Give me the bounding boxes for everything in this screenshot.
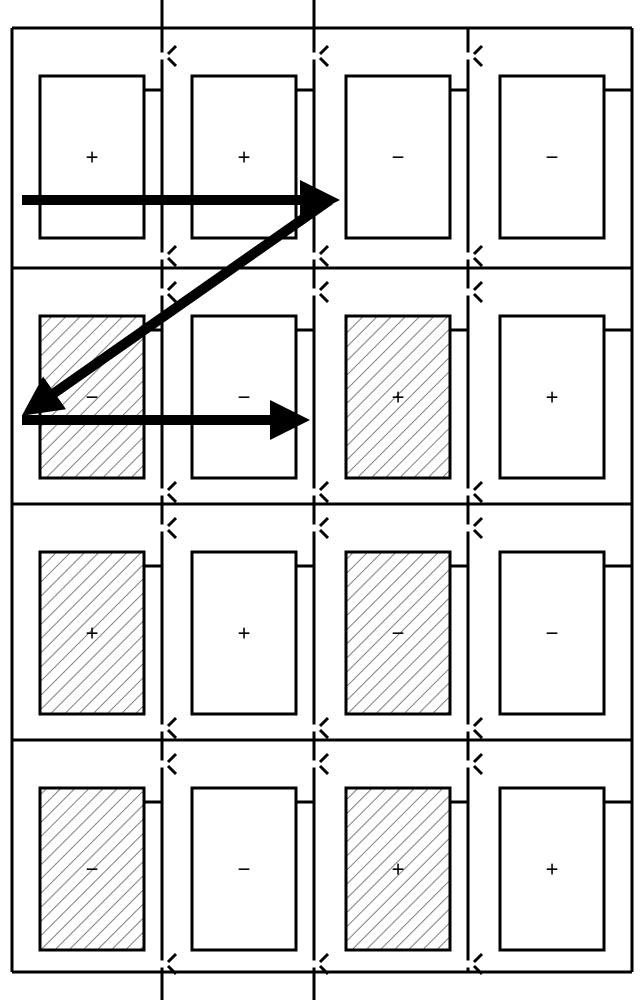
pixel-cell: − [40, 788, 162, 950]
pixel-cell: + [192, 552, 314, 714]
pixel-cell: − [346, 552, 468, 714]
pixel-polarity-label: + [546, 385, 559, 410]
pixel-cell: − [192, 788, 314, 950]
pixel-cell: + [40, 552, 162, 714]
pixel-cell: − [500, 76, 632, 238]
scan-arrow [30, 200, 330, 410]
pixel-cell: + [346, 316, 468, 478]
pixel-polarity-label: + [86, 145, 99, 170]
pixel-polarity-label: − [392, 145, 405, 170]
pixel-cell: − [40, 316, 162, 478]
pixel-polarity-label: + [238, 621, 251, 646]
pixel-polarity-label: − [238, 857, 251, 882]
pixel-polarity-label: − [546, 145, 559, 170]
pixel-cell: − [500, 552, 632, 714]
pixel-polarity-label: + [392, 385, 405, 410]
pixel-cell: + [192, 76, 314, 238]
pixel-polarity-label: − [86, 857, 99, 882]
pixel-cell: − [192, 316, 314, 478]
pixel-polarity-label: + [86, 621, 99, 646]
pixel-polarity-label: + [392, 857, 405, 882]
pixel-cell: + [500, 788, 632, 950]
diagram-canvas: + + − − − − + + + + − − − − + + [0, 0, 644, 1000]
pixel-polarity-label: + [238, 145, 251, 170]
pixel-polarity-label: − [86, 385, 99, 410]
pixel-polarity-label: − [546, 621, 559, 646]
pixel-cell: + [40, 76, 162, 238]
pixel-cell: + [346, 788, 468, 950]
pixel-polarity-label: − [392, 621, 405, 646]
pixel-polarity-label: + [546, 857, 559, 882]
pixel-polarity-label: − [238, 385, 251, 410]
pixel-cell: + [500, 316, 632, 478]
pixel-cell: − [346, 76, 468, 238]
